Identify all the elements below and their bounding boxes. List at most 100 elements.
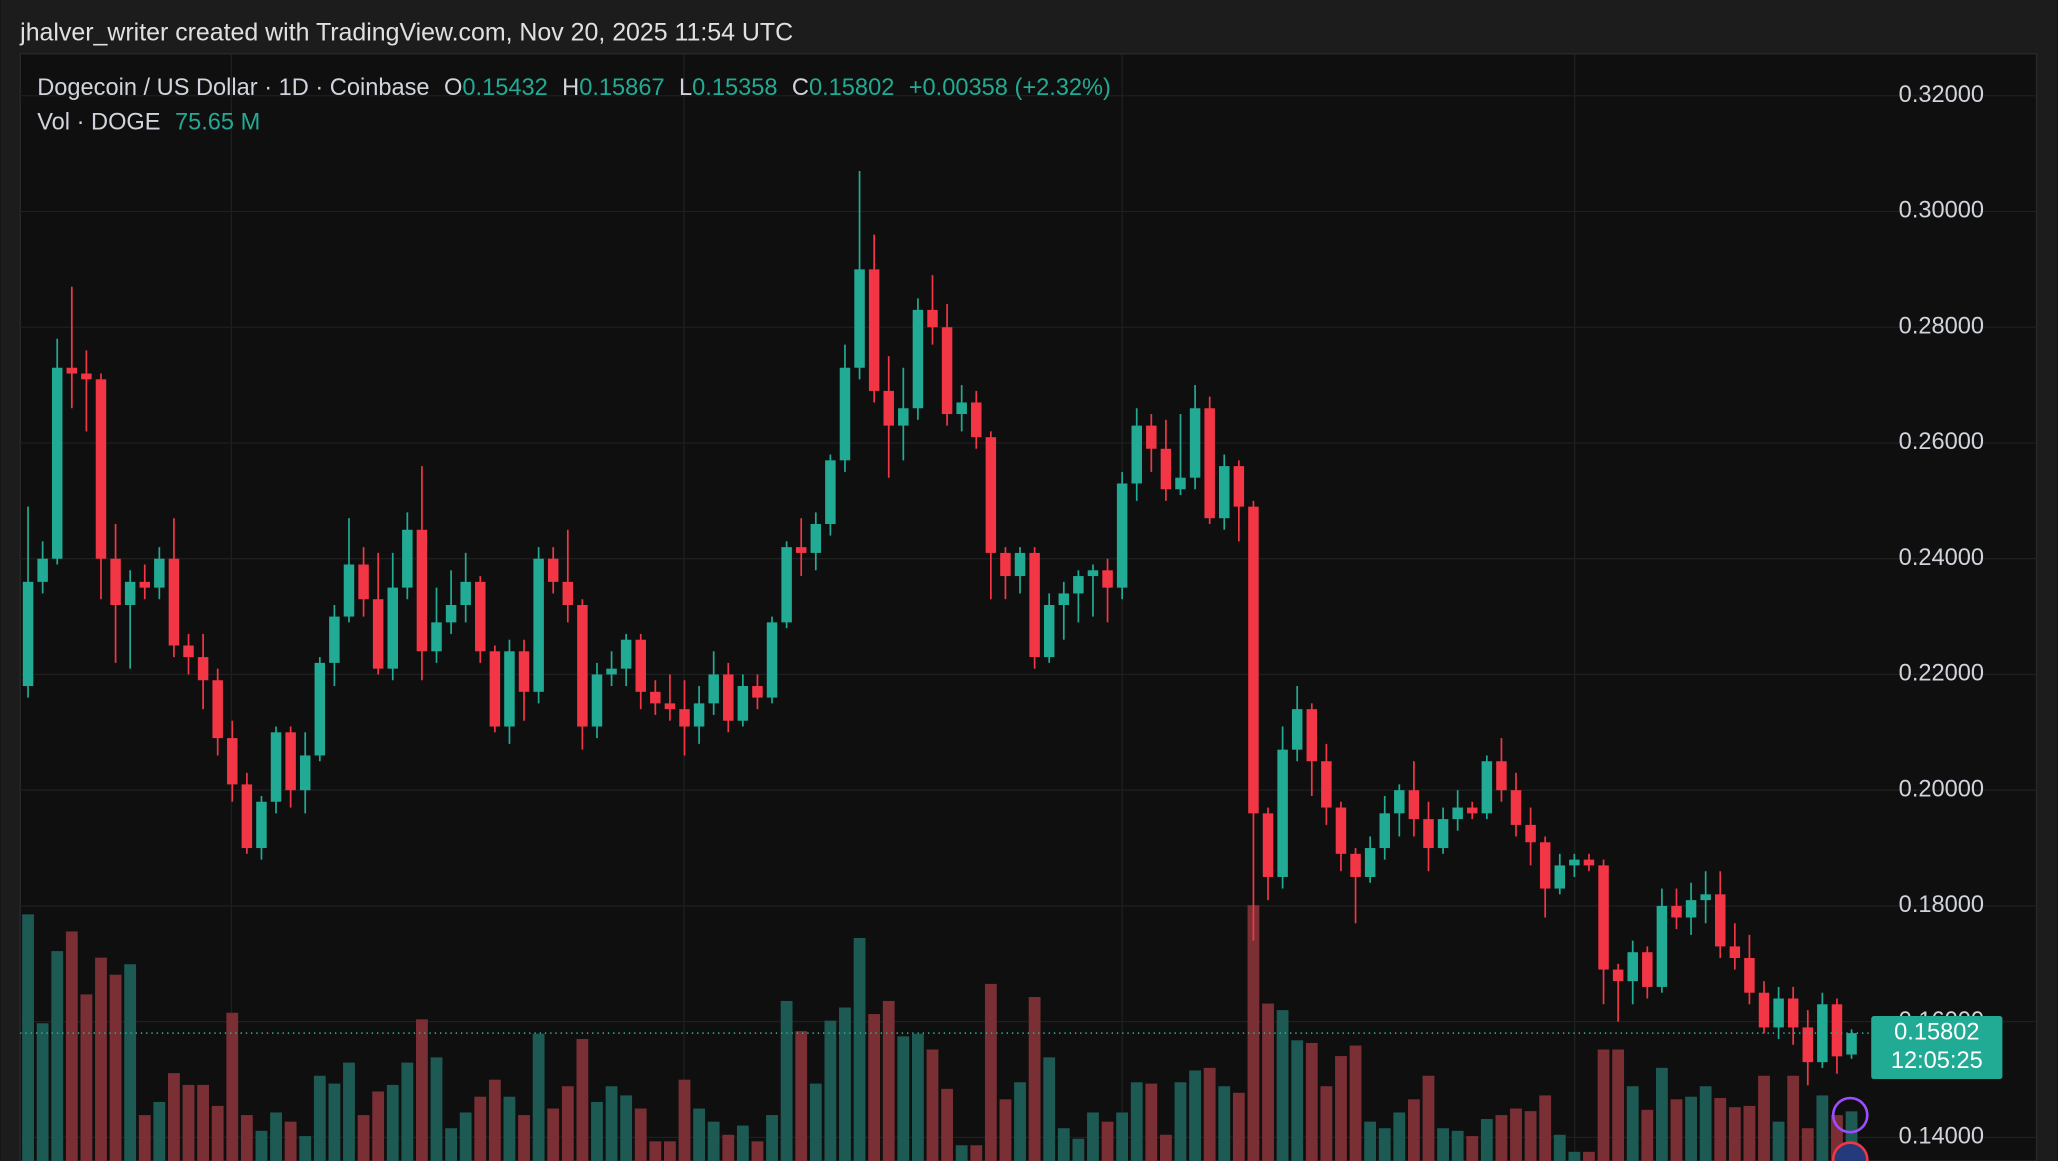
volume-bar	[1393, 1112, 1406, 1161]
volume-legend: Vol · DOGE 75.65 M	[37, 110, 260, 136]
candle-body	[1437, 819, 1449, 849]
candle-body	[1408, 790, 1420, 820]
volume-bar	[1801, 1128, 1814, 1161]
candle-body	[1073, 576, 1084, 594]
candle-body	[1729, 946, 1741, 958]
y-tick-label: 0.30000	[1899, 198, 1984, 224]
volume-bar	[386, 1084, 399, 1161]
volume-bar	[561, 1086, 574, 1161]
volume-bar	[1626, 1086, 1639, 1161]
volume-bar	[941, 1088, 953, 1161]
candle-body	[650, 691, 661, 704]
candle-body	[358, 564, 369, 600]
volume-bar	[1218, 1086, 1231, 1161]
volume-bar	[445, 1128, 458, 1161]
volume-bar	[1655, 1067, 1668, 1161]
candle-body	[1102, 570, 1113, 588]
ohlc-letter: H	[562, 75, 579, 101]
volume-bar	[1057, 1128, 1070, 1161]
volume-bar	[795, 1031, 808, 1161]
ohlc-value: 0.15432	[462, 75, 547, 101]
candle-body	[766, 622, 778, 698]
volume-bar	[591, 1101, 603, 1161]
icon[interactable]	[1831, 1141, 1869, 1161]
volume-bar	[1087, 1112, 1099, 1161]
volume-bar	[839, 1007, 851, 1161]
volume-bar	[1480, 1119, 1493, 1161]
candle-body	[577, 605, 588, 727]
plot-area	[19, 53, 2038, 1161]
candle-body	[372, 599, 384, 669]
volume-bar	[722, 1134, 735, 1161]
volume-bar	[707, 1121, 720, 1161]
volume-bar	[605, 1086, 618, 1161]
candle-body	[956, 402, 967, 415]
candle-body	[110, 558, 121, 606]
candle-body	[1612, 969, 1624, 982]
volume-bar	[999, 1099, 1012, 1161]
volume-bar	[649, 1141, 662, 1161]
grid	[20, 95, 2037, 1139]
volume-bar	[882, 1000, 895, 1161]
candle-body	[37, 558, 48, 582]
candle-body	[343, 564, 355, 617]
y-tick-label: 0.26000	[1899, 429, 1984, 455]
volume-bar	[270, 1112, 282, 1161]
candle-body	[1715, 894, 1726, 947]
candle-body	[1671, 905, 1682, 918]
y-tick-label: 0.24000	[1899, 545, 1984, 571]
volume-bar	[1174, 1082, 1187, 1161]
candle-body	[1642, 952, 1653, 987]
icon[interactable]	[1831, 1096, 1869, 1134]
candle-body	[416, 529, 428, 652]
candle-body	[1773, 998, 1784, 1028]
candle-body	[1233, 466, 1245, 507]
volume-bar	[124, 964, 137, 1161]
candle-body	[839, 367, 851, 461]
y-tick-label: 0.22000	[1899, 661, 1984, 687]
candle-body	[183, 645, 194, 658]
candle-body	[431, 622, 442, 652]
candle-body	[547, 558, 559, 582]
candle-body	[445, 605, 457, 623]
candle-body	[51, 367, 63, 559]
volume-bar	[401, 1062, 414, 1161]
volume-bar	[1728, 1107, 1741, 1161]
volume-bar	[736, 1125, 749, 1161]
vertical-grid	[230, 53, 1576, 1161]
candle-body	[1787, 998, 1799, 1028]
ohlc-letter: C	[792, 75, 809, 101]
candle-body	[533, 558, 544, 692]
volume-bar	[328, 1083, 341, 1161]
volume-bar	[1612, 1049, 1625, 1161]
candle-body	[1496, 761, 1507, 791]
volume-bar	[1831, 1115, 1843, 1161]
candle-body	[737, 686, 749, 721]
ohlc-letter: O	[444, 75, 462, 101]
volume-bar	[1495, 1115, 1508, 1161]
volume-bar	[168, 1073, 180, 1161]
countdown: 12:05:25	[1891, 1048, 1983, 1074]
candle-body	[1350, 853, 1361, 877]
volume-bar	[1510, 1108, 1522, 1161]
volume-bar	[1305, 1042, 1318, 1161]
candle-body	[1379, 813, 1390, 849]
candle-body	[1802, 1027, 1814, 1063]
volume-bar	[1743, 1105, 1756, 1161]
candle-body	[81, 373, 92, 380]
volume-bar	[430, 1057, 443, 1161]
candle-body	[124, 581, 136, 606]
volume-bar	[80, 994, 93, 1161]
volume-bar	[984, 983, 997, 1161]
volume-title: Vol · DOGE	[37, 110, 160, 136]
symbol: Dogecoin / US Dollar · 1D · Coinbase	[37, 75, 429, 101]
candle-body	[1160, 448, 1172, 490]
volume-bar	[1699, 1086, 1712, 1161]
volume-bar	[1772, 1121, 1785, 1161]
volume-bar	[751, 1141, 764, 1161]
volume-bar	[1787, 1075, 1800, 1161]
candle-body	[489, 651, 501, 727]
price-tag: 0.15802 12:05:25	[20, 1016, 2003, 1080]
volume-bar	[547, 1108, 560, 1161]
price-axis: 0.140000.160000.180000.200000.220000.240…	[1899, 82, 1984, 1150]
